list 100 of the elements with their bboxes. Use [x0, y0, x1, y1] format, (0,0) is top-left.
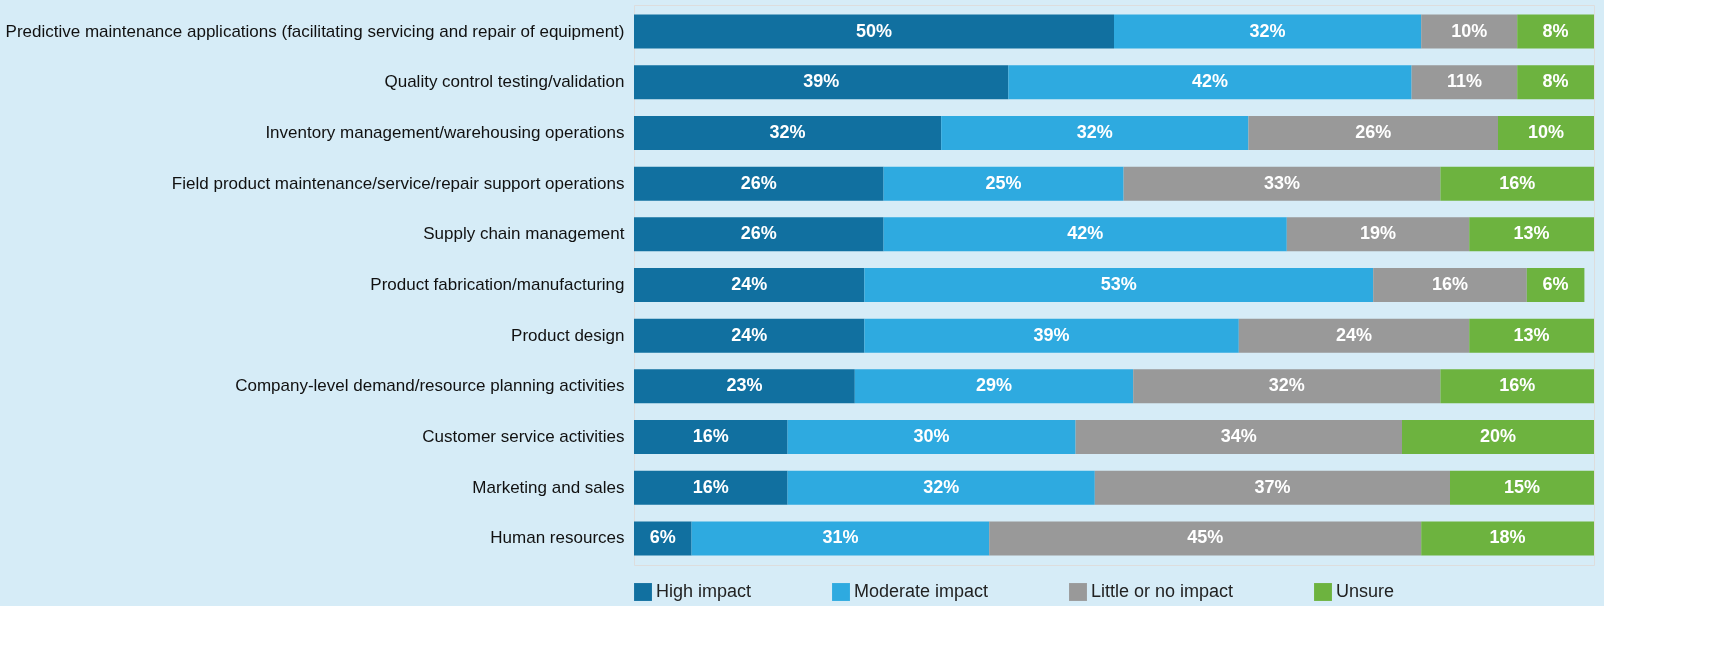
- bar: [1114, 14, 1422, 49]
- bar: [1075, 420, 1402, 455]
- bar: [1248, 115, 1498, 150]
- bar: [1286, 217, 1470, 252]
- bar: [634, 420, 788, 455]
- data-label: 32%: [1076, 121, 1113, 142]
- bar: [1094, 470, 1450, 505]
- bar: [787, 420, 1076, 455]
- bar: [1498, 115, 1594, 150]
- y-tick-label: Field product maintenance/service/repair support operations: [171, 173, 625, 193]
- legend-label: Unsure: [1336, 581, 1395, 601]
- y-tick-label: Marketing and sales: [472, 477, 625, 497]
- bar: [691, 521, 990, 556]
- data-label: 15%: [1503, 476, 1541, 497]
- data-label: 33%: [1263, 172, 1301, 193]
- data-label: 6%: [649, 527, 676, 548]
- data-label: 13%: [1513, 324, 1550, 345]
- bar: [989, 521, 1422, 556]
- bar: [1440, 166, 1594, 201]
- data-label: 26%: [1355, 121, 1392, 142]
- data-label: 24%: [731, 274, 768, 294]
- y-tick-label: Human resources: [490, 528, 625, 548]
- data-label: 18%: [1489, 527, 1526, 548]
- y-tick-label: Predictive maintenance applications (facilitating servicing and repair of equipment): [5, 21, 625, 41]
- data-label: 29%: [975, 375, 1013, 396]
- data-label: 32%: [769, 121, 806, 142]
- bar: [1402, 420, 1594, 455]
- data-label: 42%: [1191, 71, 1229, 92]
- data-label: 8%: [1542, 71, 1569, 92]
- data-label: 20%: [1479, 426, 1517, 447]
- data-label: 30%: [913, 426, 950, 447]
- data-label: 37%: [1254, 476, 1291, 497]
- data-label: 34%: [1220, 426, 1257, 447]
- bar: [634, 318, 865, 353]
- data-label: 8%: [1542, 20, 1569, 41]
- y-tick-label: Company-level demand/resource planning activities: [235, 376, 625, 396]
- bar: [1517, 14, 1594, 49]
- data-label: 6%: [1542, 274, 1569, 294]
- legend-label: Moderate impact: [854, 581, 989, 601]
- data-label: 16%: [1431, 274, 1469, 294]
- bar: [1469, 318, 1594, 353]
- data-label: 16%: [692, 426, 729, 447]
- data-label: 32%: [1249, 20, 1286, 41]
- y-tick-label: Quality control testing/validation: [384, 72, 625, 92]
- bar: [1411, 65, 1518, 100]
- bar: [1450, 470, 1594, 505]
- data-label: 10%: [1451, 20, 1488, 41]
- data-label: 31%: [822, 527, 859, 548]
- data-label: 16%: [1499, 172, 1536, 193]
- bar: [1469, 217, 1594, 252]
- bar: [883, 217, 1287, 252]
- y-tick-label: Product design: [511, 325, 625, 345]
- bar: [1123, 166, 1441, 201]
- y-tick-label: Supply chain management: [423, 224, 625, 244]
- data-label: 16%: [692, 476, 729, 497]
- data-label: 24%: [731, 324, 768, 345]
- data-label: 32%: [1268, 375, 1305, 396]
- data-label: 19%: [1359, 223, 1397, 244]
- data-label: 10%: [1527, 121, 1565, 142]
- data-label: 25%: [985, 172, 1022, 193]
- bar: [634, 65, 1009, 100]
- data-label: 42%: [1067, 223, 1104, 244]
- y-tick-label: Customer service activities: [422, 427, 625, 447]
- bar: [634, 115, 942, 150]
- bar: [1008, 65, 1412, 100]
- bar: [634, 217, 884, 252]
- bar: [634, 166, 884, 201]
- bar: [864, 268, 1374, 302]
- data-label: 11%: [1446, 71, 1482, 92]
- data-label: 16%: [1499, 375, 1536, 396]
- bar: [1373, 268, 1527, 302]
- bar: [1421, 521, 1594, 556]
- bar: [941, 115, 1249, 150]
- data-label: 32%: [923, 476, 960, 497]
- bar: [634, 14, 1114, 49]
- data-label: 39%: [1033, 324, 1070, 345]
- y-tick-label: Product fabrication/manufacturing: [370, 275, 625, 294]
- legend-label: Little or no impact: [1091, 581, 1234, 601]
- bar: [1517, 65, 1594, 100]
- y-tick-label: Inventory management/warehousing operations: [265, 122, 625, 142]
- bar: [1238, 318, 1470, 353]
- data-label: 53%: [1100, 274, 1137, 294]
- bar: [787, 470, 1095, 505]
- bar: [634, 268, 865, 302]
- data-label: 50%: [855, 20, 893, 41]
- bar: [1440, 369, 1594, 404]
- data-label: 26%: [740, 223, 777, 244]
- bar: [854, 369, 1134, 404]
- data-label: 13%: [1513, 223, 1550, 244]
- data-label: 24%: [1335, 324, 1373, 345]
- bar: [634, 470, 788, 505]
- bar: [634, 369, 855, 404]
- data-label: 45%: [1187, 527, 1224, 548]
- data-label: 23%: [726, 375, 763, 396]
- data-label: 39%: [803, 71, 840, 92]
- bar: [864, 318, 1239, 353]
- bar: [1421, 14, 1518, 49]
- bar: [1133, 369, 1441, 404]
- bar: [883, 166, 1124, 201]
- legend-label: High impact: [656, 581, 752, 601]
